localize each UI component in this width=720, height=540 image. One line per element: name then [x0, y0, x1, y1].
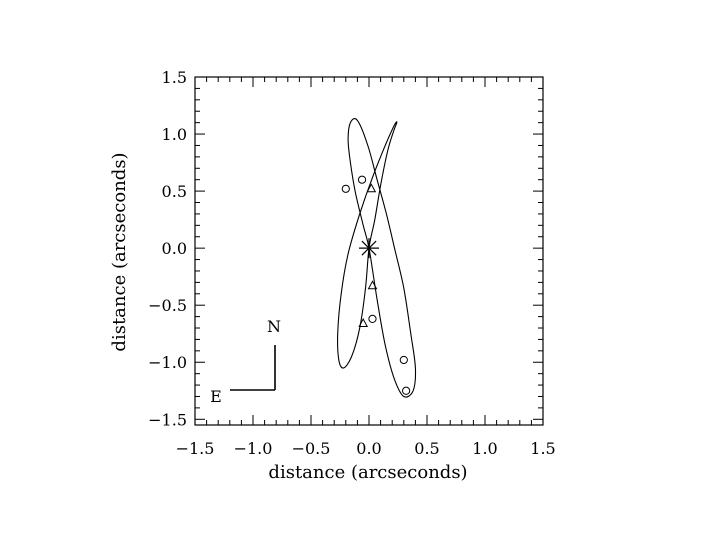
y-tick-label: −1.0 [148, 353, 187, 372]
y-tick-label: 1.0 [162, 125, 187, 144]
x-tick-label: −1.0 [234, 439, 273, 458]
orbit-2-triangle-marker [358, 317, 369, 327]
y-tick-label: −0.5 [148, 296, 187, 315]
orbit-2-line [337, 121, 398, 369]
compass: N E [210, 317, 281, 406]
x-tick-label: −1.5 [176, 439, 215, 458]
tick-labels: −1.5 −1.0 −0.5 0.0 0.5 1.0 1.5 −1.5 −1.0 −0.5 0.0 0… [148, 68, 556, 458]
x-tick-label: 0.5 [414, 439, 439, 458]
central-star-ray [361, 240, 377, 256]
x-tick-label: −0.5 [292, 439, 331, 458]
y-tick-label: 0.5 [162, 182, 187, 201]
x-tick-label: 1.5 [530, 439, 555, 458]
orbit-1-triangle-marker [367, 280, 378, 290]
orbit-1-line [347, 118, 417, 398]
central-star-marker [359, 238, 379, 259]
y-axis-title: distance (arcseconds) [109, 152, 130, 351]
y-tick-label: −1.5 [148, 410, 187, 429]
orbit-1-circle-marker [341, 184, 350, 193]
orbit-2-circle-marker [368, 314, 377, 323]
x-tick-label: 1.0 [472, 439, 497, 458]
y-tick-label: 1.5 [162, 68, 187, 87]
compass-north-label: N [267, 317, 281, 336]
compass-east-label: E [210, 387, 222, 406]
y-tick-label: 0.0 [162, 239, 187, 258]
orbits [337, 118, 417, 398]
orbit-2-circle-marker [357, 175, 367, 184]
markers [341, 175, 411, 395]
orbit-1-circle-marker [399, 355, 408, 365]
ticks [194, 76, 544, 425]
orbit-1-triangle-marker [366, 183, 377, 193]
x-axis-title: distance (arcseconds) [268, 462, 467, 483]
x-tick-label: 0.0 [356, 439, 381, 458]
orbit-2-circle-marker [402, 386, 411, 395]
